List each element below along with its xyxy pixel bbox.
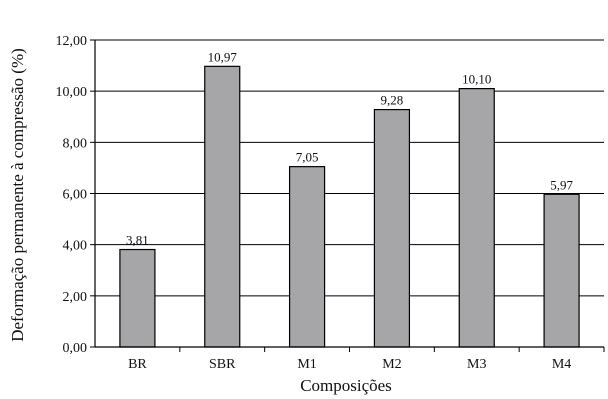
x-tick-label: SBR — [209, 357, 236, 372]
data-label: 3,81 — [126, 233, 149, 248]
y-tick-label: 10,00 — [56, 85, 88, 100]
y-tick-label: 12,00 — [56, 34, 88, 49]
y-tick-label: 6,00 — [63, 188, 88, 203]
y-tick-label: 8,00 — [63, 136, 88, 151]
x-axis: BR SBR M1 M2 M3 M4 — [95, 346, 605, 372]
bar-m1 — [288, 166, 326, 348]
data-label: 7,05 — [296, 150, 319, 165]
bar-br — [119, 248, 156, 348]
data-label: 5,97 — [550, 177, 573, 192]
x-tick-label: M4 — [552, 357, 571, 372]
y-tick-label: 0,00 — [63, 341, 88, 356]
bar-m3 — [458, 88, 495, 348]
y-axis: 0,00 2,00 4,00 6,00 8,00 10,00 12,00 — [56, 34, 96, 356]
y-tick-label: 2,00 — [63, 290, 88, 305]
y-axis-title: Deformação permanente à compressão (%) — [8, 48, 27, 342]
x-tick-label: BR — [128, 357, 147, 372]
bars — [119, 65, 580, 348]
y-tick-label: 4,00 — [63, 239, 88, 254]
data-labels: 3,81 10,97 7,05 9,28 10,10 5,97 — [126, 49, 573, 247]
data-label: 9,28 — [381, 93, 404, 108]
data-label: 10,97 — [208, 49, 238, 64]
x-tick-label: M2 — [382, 357, 401, 372]
x-tick-label: M3 — [467, 357, 486, 372]
bar-sbr — [204, 65, 241, 348]
x-tick-label: M1 — [297, 357, 316, 372]
gridlines — [95, 39, 604, 297]
bar-m2 — [373, 108, 411, 348]
bar-m4 — [543, 193, 580, 348]
x-axis-title: Composições — [300, 376, 392, 395]
data-label: 10,10 — [462, 72, 491, 87]
